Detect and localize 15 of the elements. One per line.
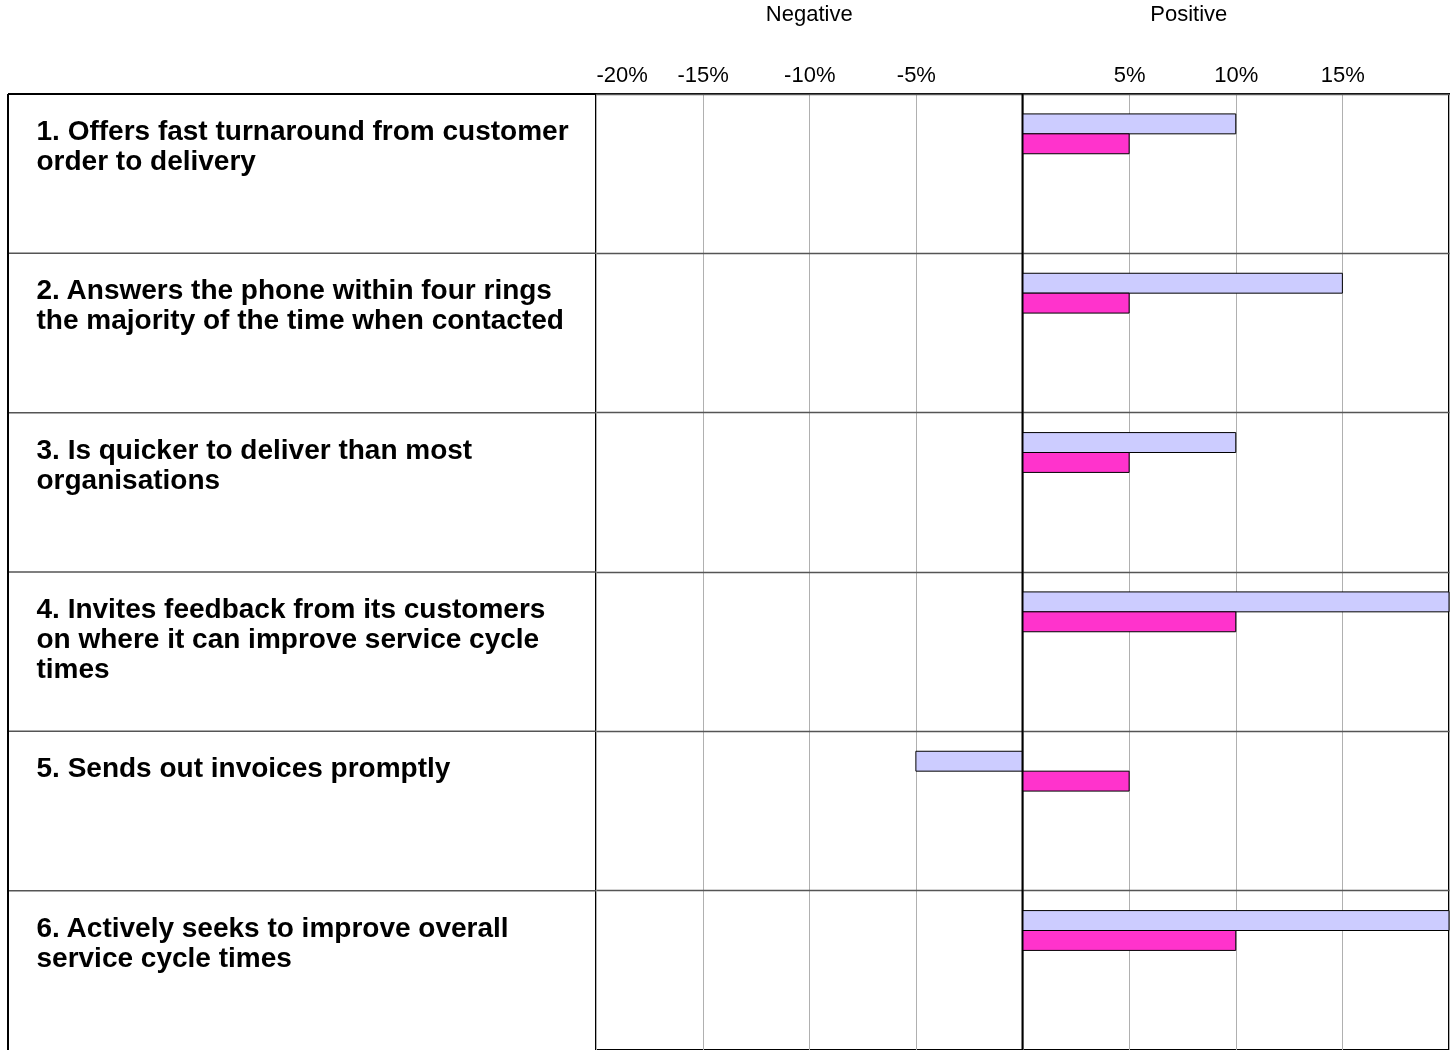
y-tick-label: 2. Answers the phone within four rings the majority of the time when contacted (36, 274, 564, 336)
y-tick-label: 4. Invites feedback from its customers on where it can improve service cycle times (36, 593, 546, 684)
text: Positive (1150, 1, 1228, 26)
y-tick-label: 1. Offers fast turnaround from customer order to delivery (36, 115, 569, 176)
x-tick-label: 10% (1214, 61, 1259, 87)
x-tick-label: 15% (1320, 61, 1365, 87)
x-tick-label: -10% (784, 61, 836, 87)
y-tick-label: 3. Is quicker to deliver than most organisations (36, 433, 473, 495)
x-tick-label: 5% (1113, 61, 1146, 87)
x-tick-label: -15% (677, 61, 729, 87)
y-tick-label: 5. Sends out invoices promptly (36, 752, 451, 784)
y-tick-label: 6. Actively seeks to improve overall service cycle times (36, 911, 509, 973)
x-tick-label: -5% (896, 61, 936, 87)
x-tick-label: -20% (596, 61, 648, 87)
text: Negative (765, 1, 853, 26)
